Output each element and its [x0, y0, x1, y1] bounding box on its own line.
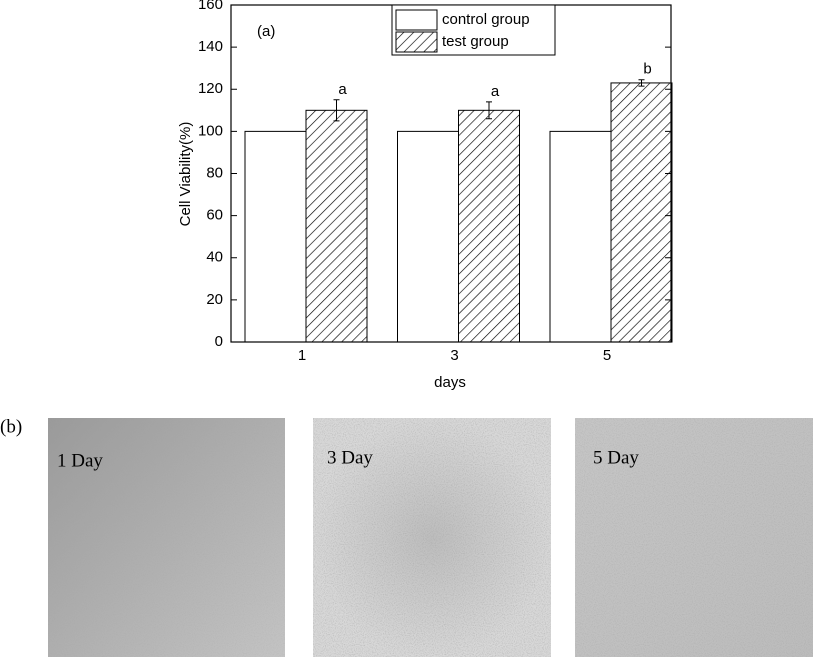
micrograph-texture: [48, 418, 285, 657]
error-bar: [333, 99, 340, 122]
y-tick-label: 40: [206, 249, 223, 266]
bar: [458, 109, 520, 343]
bar: [244, 130, 307, 343]
y-tick-label: 160: [198, 0, 223, 13]
micrograph-label: 5 Day: [593, 447, 639, 468]
micrograph-label: 3 Day: [327, 447, 373, 468]
legend-swatch: [395, 9, 438, 31]
y-axis-label: Cell Viability(%): [177, 122, 194, 227]
y-tick-label: 60: [206, 207, 223, 224]
legend-label: control group: [442, 11, 530, 28]
x-axis-label: days: [434, 374, 466, 391]
bar: [549, 130, 612, 343]
panel-label: (a): [257, 23, 275, 40]
significance-label: b: [643, 61, 651, 78]
legend-label: test group: [442, 33, 509, 50]
error-bar: [486, 101, 492, 120]
y-tick-label: 120: [198, 80, 223, 97]
x-tick-label: 5: [603, 347, 611, 364]
bar: [610, 82, 673, 343]
panel-label: (b): [0, 416, 22, 437]
micrographs: 1 Day 3 Day 5 Day: [48, 418, 813, 657]
x-tick-label: 3: [450, 347, 458, 364]
bar: [305, 109, 368, 343]
y-tick-label: 140: [198, 38, 223, 55]
error-bar: [638, 79, 645, 87]
y-tick-label: 0: [215, 333, 223, 350]
significance-label: a: [491, 83, 500, 100]
x-tick-label: 1: [298, 347, 306, 364]
micrograph-label: 1 Day: [57, 450, 103, 471]
bar: [397, 130, 459, 343]
y-tick-label: 100: [198, 122, 223, 139]
micrograph-texture: [575, 418, 813, 657]
y-tick-label: 80: [206, 164, 223, 181]
y-tick-label: 20: [206, 291, 223, 308]
significance-label: a: [338, 81, 347, 98]
legend-swatch: [395, 31, 438, 53]
micrograph-texture: [313, 418, 551, 657]
